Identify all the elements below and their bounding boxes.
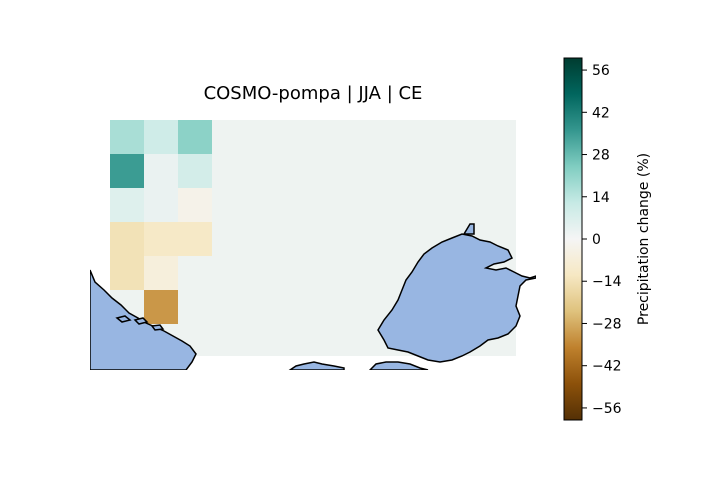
black-sea bbox=[377, 233, 536, 363]
grid-cell bbox=[110, 188, 144, 222]
grid-cell bbox=[110, 222, 144, 256]
colorbar-tick-label: 14 bbox=[592, 190, 610, 206]
colorbar-tick-label: 28 bbox=[592, 148, 610, 164]
grid-cells bbox=[110, 120, 212, 324]
grid-cell bbox=[144, 290, 178, 324]
grid-cell bbox=[110, 154, 144, 188]
colorbar-tick-label: −42 bbox=[592, 359, 622, 375]
map-title: COSMO-pompa | JJA | CE bbox=[204, 83, 423, 104]
grid-cell bbox=[110, 120, 144, 154]
grid-cell bbox=[110, 256, 144, 290]
grid-cell bbox=[178, 120, 212, 154]
colorbar-tick-label: 0 bbox=[592, 232, 601, 248]
colorbar-label: Precipitation change (%) bbox=[636, 153, 652, 325]
colorbar-tick-label: −28 bbox=[592, 316, 622, 332]
grid-cell bbox=[178, 154, 212, 188]
grid-cell bbox=[178, 222, 212, 256]
aegean-sea-fragment bbox=[288, 361, 345, 370]
grid-cell bbox=[178, 188, 212, 222]
colorbar-bar bbox=[563, 57, 583, 421]
marmara-fragment bbox=[368, 361, 429, 370]
grid-cell bbox=[144, 256, 178, 290]
sea-of-azov bbox=[462, 223, 475, 235]
grid-cell bbox=[144, 188, 178, 222]
colorbar-ticks: 56 42 28 14 0 −14 −28 −42 −56 bbox=[582, 63, 622, 417]
map-area bbox=[90, 120, 536, 370]
adriatic-islands bbox=[115, 315, 165, 331]
grid-cell bbox=[144, 222, 178, 256]
colorbar: 56 42 28 14 0 −14 −28 −42 −56 Precipitation chan… bbox=[563, 57, 652, 421]
grid-cell bbox=[144, 154, 178, 188]
colorbar-tick-label: 56 bbox=[592, 63, 610, 79]
colorbar-tick-label: −56 bbox=[592, 401, 622, 417]
colorbar-tick-label: 42 bbox=[592, 105, 610, 121]
grid-cell bbox=[144, 120, 178, 154]
colorbar-tick-label: −14 bbox=[592, 274, 622, 290]
